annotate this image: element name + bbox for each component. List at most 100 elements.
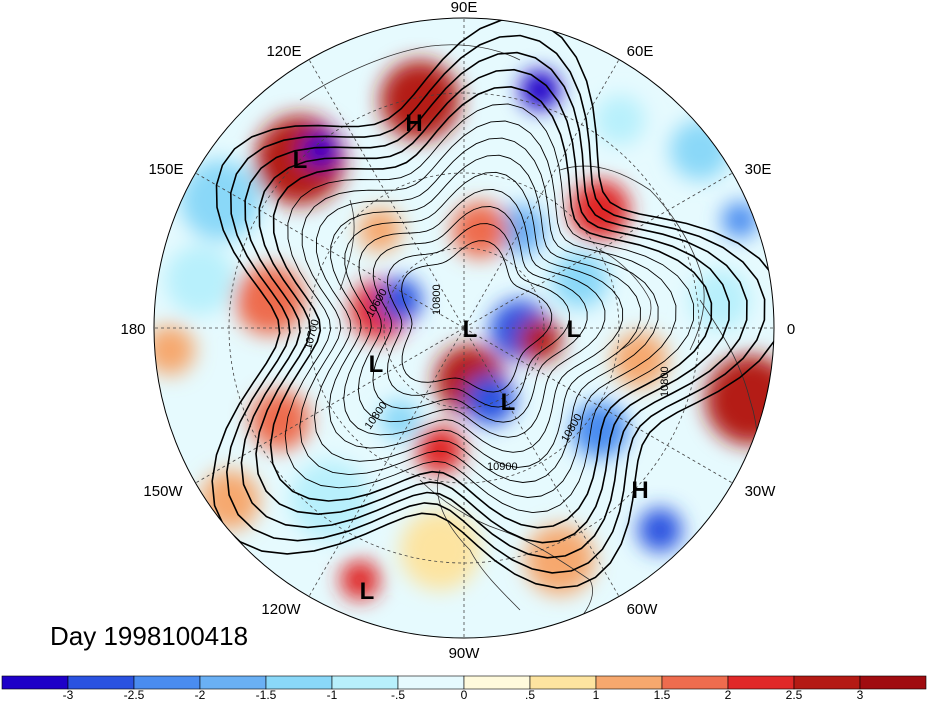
high-center: H bbox=[405, 110, 422, 137]
anomaly-blob bbox=[518, 318, 562, 362]
lon-label-150e: 150E bbox=[148, 161, 183, 178]
height-contour bbox=[299, 120, 677, 498]
colorbar: -3 -2.5 -2 -1.5 -1 -.5 0 .5 1 1.5 2 2.5 3 bbox=[1, 675, 927, 702]
colorbar-box bbox=[463, 675, 531, 690]
colorbar-tick-label: -1.5 bbox=[256, 688, 277, 702]
colorbar-box bbox=[793, 675, 861, 690]
colorbar-tick-label: 2.5 bbox=[786, 688, 803, 702]
high-center: H bbox=[631, 477, 648, 504]
map-gridlines bbox=[154, 18, 774, 638]
low-center: L bbox=[567, 316, 582, 343]
height-contour bbox=[401, 240, 553, 393]
colorbar-tick-label: -1 bbox=[327, 688, 338, 702]
lon-label-90e: 90E bbox=[451, 0, 478, 16]
longitude-labels: 90E 60E 30E 0 30W 60W 90W 120W 150W 180 … bbox=[120, 0, 795, 662]
coastline bbox=[559, 165, 705, 351]
colorbar-tick-label: -3 bbox=[63, 688, 74, 702]
lon-label-0: 0 bbox=[787, 321, 795, 338]
anomaly-blob bbox=[378, 278, 422, 322]
height-contour bbox=[225, 34, 766, 574]
coastlines bbox=[299, 44, 758, 638]
contour-label: 10800 bbox=[659, 366, 671, 397]
height-contour bbox=[343, 171, 624, 453]
colorbar-tick-label: 0 bbox=[461, 688, 468, 702]
pressure-centers: L H L L L L L H bbox=[293, 110, 649, 605]
coastline bbox=[599, 249, 652, 351]
meridian bbox=[308, 59, 465, 329]
height-contour bbox=[284, 103, 695, 514]
colorbar-tick-label: 1.5 bbox=[654, 688, 671, 702]
coastline bbox=[419, 479, 593, 638]
low-center: L bbox=[360, 578, 375, 605]
anomaly-blob bbox=[552, 252, 608, 308]
colorbar-box bbox=[727, 675, 795, 690]
anomaly-blob bbox=[400, 510, 480, 590]
contour-label: 10900 bbox=[487, 461, 518, 473]
anomaly-blob bbox=[340, 560, 380, 600]
height-contour bbox=[372, 206, 588, 423]
height-contour bbox=[269, 85, 713, 529]
height-contour bbox=[240, 51, 748, 559]
colorbar-box bbox=[859, 675, 927, 690]
coastline bbox=[436, 469, 521, 611]
anomaly-blob bbox=[612, 332, 668, 388]
anomaly-blob bbox=[570, 180, 630, 240]
anomaly-blob bbox=[452, 202, 508, 258]
meridian bbox=[463, 59, 620, 329]
low-center: L bbox=[463, 316, 478, 343]
anomaly-blob bbox=[180, 160, 260, 240]
colorbar-tick-label: .5 bbox=[525, 688, 535, 702]
colorbar-box bbox=[595, 675, 663, 690]
height-contours bbox=[211, 18, 774, 589]
coastline bbox=[339, 199, 355, 291]
height-contour bbox=[386, 223, 570, 408]
colorbar-tick-label: 2 bbox=[725, 688, 732, 702]
colorbar-tick-label: -2 bbox=[195, 688, 206, 702]
lon-label-120w: 120W bbox=[261, 601, 301, 618]
anomaly-blob bbox=[416, 426, 464, 474]
colorbar-box bbox=[1, 675, 69, 690]
height-contour bbox=[255, 68, 730, 544]
colorbar-tick-label: -2.5 bbox=[124, 688, 145, 702]
lon-label-30w: 30W bbox=[745, 483, 777, 500]
height-contour bbox=[314, 137, 659, 483]
page-title: Day 1998100418 bbox=[50, 621, 248, 651]
low-center: L bbox=[369, 351, 384, 378]
anomaly-blob bbox=[595, 95, 645, 145]
colorbar-box bbox=[331, 675, 399, 690]
meridian bbox=[463, 327, 733, 484]
contour-label: 10800 bbox=[431, 284, 443, 315]
latitude-circle bbox=[383, 247, 545, 409]
map-boundary bbox=[153, 17, 775, 639]
meridian bbox=[195, 172, 465, 329]
anomaly-blob bbox=[722, 202, 758, 238]
lon-label-60e: 60E bbox=[627, 43, 654, 60]
meridian bbox=[463, 327, 620, 597]
anomaly-blob bbox=[638, 508, 682, 552]
height-contour bbox=[328, 154, 641, 468]
meridian bbox=[195, 327, 465, 484]
anomaly-blob bbox=[670, 120, 730, 180]
height-contour bbox=[211, 18, 774, 589]
meridian bbox=[308, 327, 465, 597]
low-center: L bbox=[293, 147, 308, 174]
lon-label-180: 180 bbox=[120, 321, 145, 338]
low-center: L bbox=[501, 389, 516, 416]
lon-label-150w: 150W bbox=[143, 483, 183, 500]
colorbar-tick-label: 1 bbox=[593, 688, 600, 702]
colorbar-box bbox=[397, 675, 465, 690]
coastline bbox=[299, 44, 521, 101]
colorbar-tick-label: 3 bbox=[857, 688, 864, 702]
lon-label-60w: 60W bbox=[627, 601, 659, 618]
latitude-circle bbox=[308, 172, 620, 484]
anomaly-blob bbox=[358, 208, 402, 252]
colorbar-box bbox=[661, 675, 729, 690]
lon-label-120e: 120E bbox=[266, 43, 301, 60]
height-contour bbox=[357, 188, 606, 438]
anomaly-blob bbox=[165, 245, 235, 315]
anomaly-blob bbox=[572, 402, 628, 458]
colorbar-box bbox=[529, 675, 597, 690]
lon-label-30e: 30E bbox=[745, 161, 772, 178]
meridian bbox=[463, 172, 733, 329]
